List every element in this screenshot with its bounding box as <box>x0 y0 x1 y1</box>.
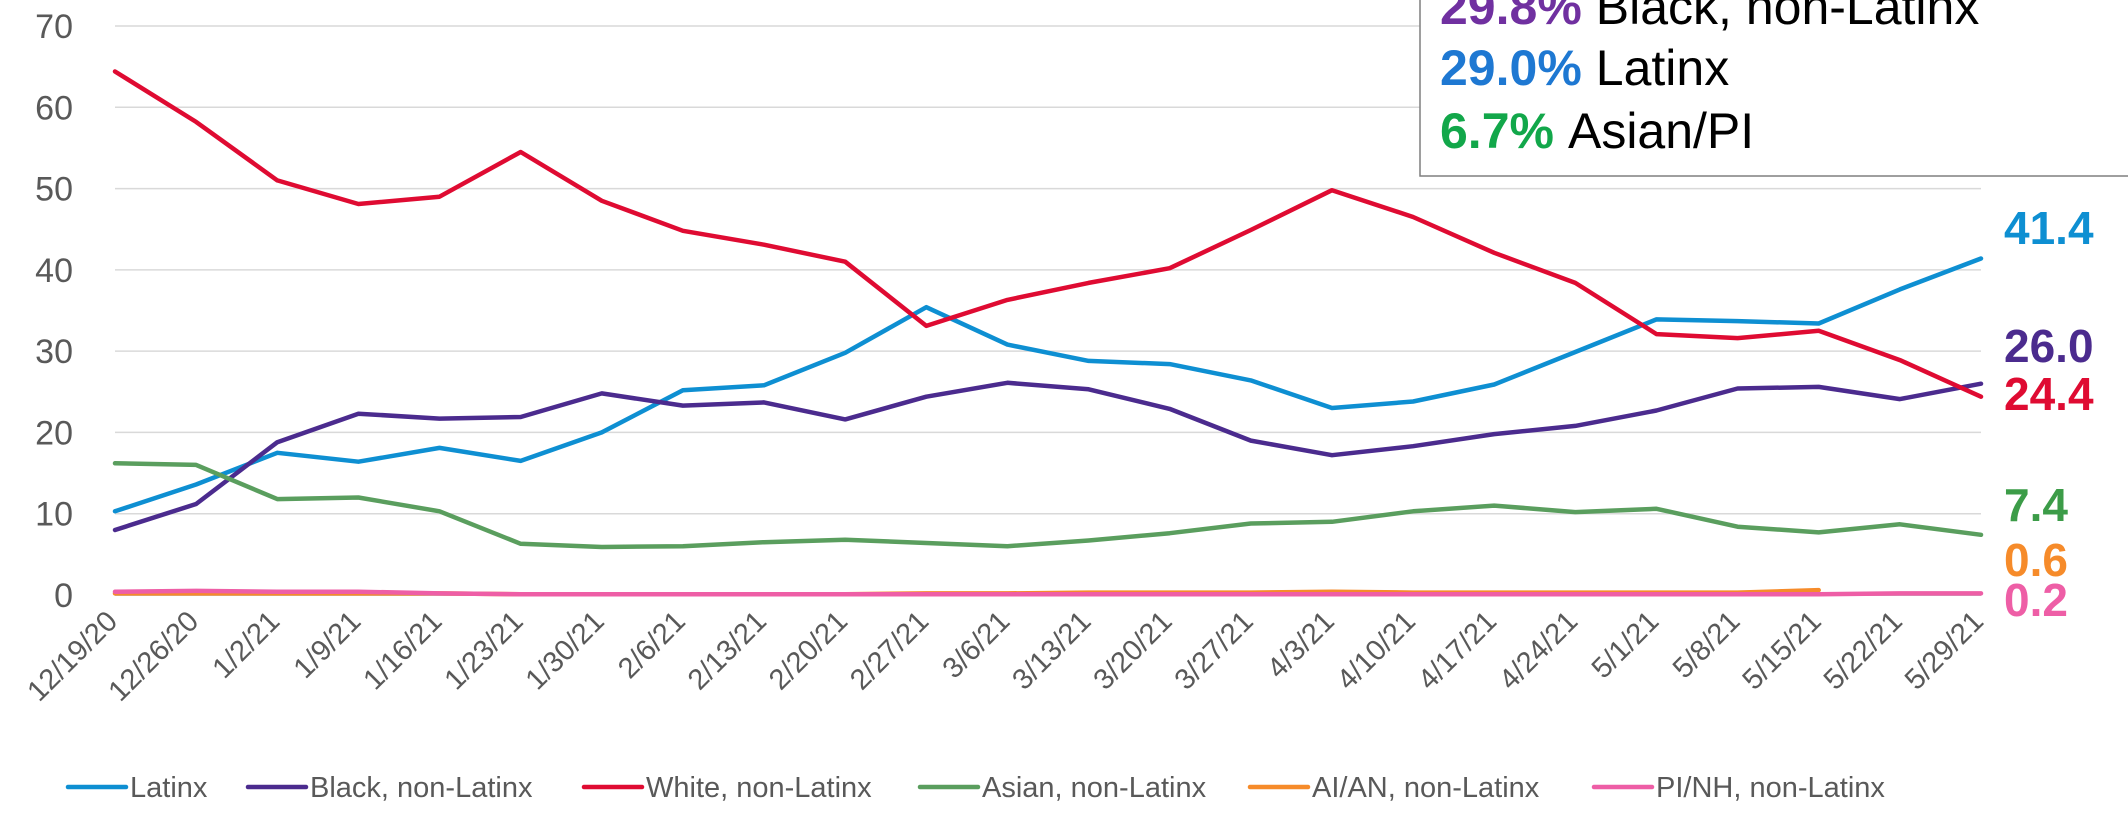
end-label-0: 41.4 <box>2004 202 2094 254</box>
annotation-name-1: Latinx <box>1596 40 1729 96</box>
y-tick-label: 40 <box>35 252 73 290</box>
legend-label-4: AI/AN, non-Latinx <box>1312 772 1540 804</box>
end-label-2: 24.4 <box>2004 368 2094 420</box>
x-tick-label: 5/8/21 <box>1667 605 1747 685</box>
annotation-name-0: Black, non-Latinx <box>1596 0 1980 35</box>
x-tick-label: 2/6/21 <box>612 605 692 685</box>
x-tick-label: 4/3/21 <box>1261 605 1341 685</box>
x-tick-label: 1/23/21 <box>439 605 530 696</box>
annotation-pct-2: 6.7% <box>1440 103 1554 159</box>
legend: Latinx Black, non-Latinx White, non-Latinx… <box>68 772 1885 804</box>
y-tick-label: 20 <box>35 414 73 452</box>
x-tick-label: 1/30/21 <box>520 605 611 696</box>
legend-label-3: Asian, non-Latinx <box>982 772 1207 804</box>
annotation-pct-0: 29.8% <box>1440 0 1582 35</box>
x-tick-label: 3/13/21 <box>1006 605 1097 696</box>
y-tick-label: 0 <box>54 577 73 615</box>
end-label-1: 26.0 <box>2004 320 2094 372</box>
x-tick-label: 2/20/21 <box>763 605 854 696</box>
x-tick-label: 4/24/21 <box>1493 605 1584 696</box>
annotation-box: 29.8% Black, non-Latinx 29.0% Latinx 6.7% A… <box>1420 0 2128 176</box>
x-tick-label: 1/9/21 <box>288 605 368 685</box>
annotation-line-0: 29.8% Black, non-Latinx <box>1440 0 1979 35</box>
y-tick-label: 70 <box>35 8 73 46</box>
x-tick-label: 4/10/21 <box>1331 605 1422 696</box>
end-labels: 41.426.024.47.40.60.2 <box>2004 202 2094 626</box>
x-tick-label: 3/27/21 <box>1169 605 1260 696</box>
y-axis-ticks: 0 10 20 30 40 50 60 70 <box>35 8 73 615</box>
x-tick-label: 2/13/21 <box>682 605 773 696</box>
x-tick-label: 3/6/21 <box>937 605 1017 685</box>
x-tick-label: 5/1/21 <box>1586 605 1666 685</box>
legend-label-5: PI/NH, non-Latinx <box>1656 772 1885 804</box>
y-tick-label: 60 <box>35 89 73 127</box>
annotation-pct-1: 29.0% <box>1440 40 1582 96</box>
legend-label-0: Latinx <box>130 772 208 804</box>
end-label-5: 0.2 <box>2004 574 2068 626</box>
x-tick-label: 4/17/21 <box>1412 605 1503 696</box>
legend-label-1: Black, non-Latinx <box>310 772 533 804</box>
x-tick-label: 5/22/21 <box>1818 605 1909 696</box>
x-tick-label: 1/2/21 <box>207 605 287 685</box>
y-tick-label: 50 <box>35 171 73 209</box>
y-tick-label: 30 <box>35 333 73 371</box>
x-tick-label: 2/27/21 <box>844 605 935 696</box>
x-tick-label: 5/15/21 <box>1737 605 1828 696</box>
x-tick-label: 3/20/21 <box>1088 605 1179 696</box>
annotation-line-2: 6.7% Asian/PI <box>1440 103 1754 159</box>
x-tick-label: 1/16/21 <box>357 605 448 696</box>
annotation-name-2: Asian/PI <box>1568 103 1754 159</box>
end-label-3: 7.4 <box>2004 479 2068 531</box>
x-tick-label: 12/26/20 <box>103 605 205 707</box>
x-tick-label: 5/29/21 <box>1899 605 1990 696</box>
y-tick-label: 10 <box>35 496 73 534</box>
legend-label-2: White, non-Latinx <box>646 772 872 804</box>
series-line-3 <box>115 463 1981 547</box>
